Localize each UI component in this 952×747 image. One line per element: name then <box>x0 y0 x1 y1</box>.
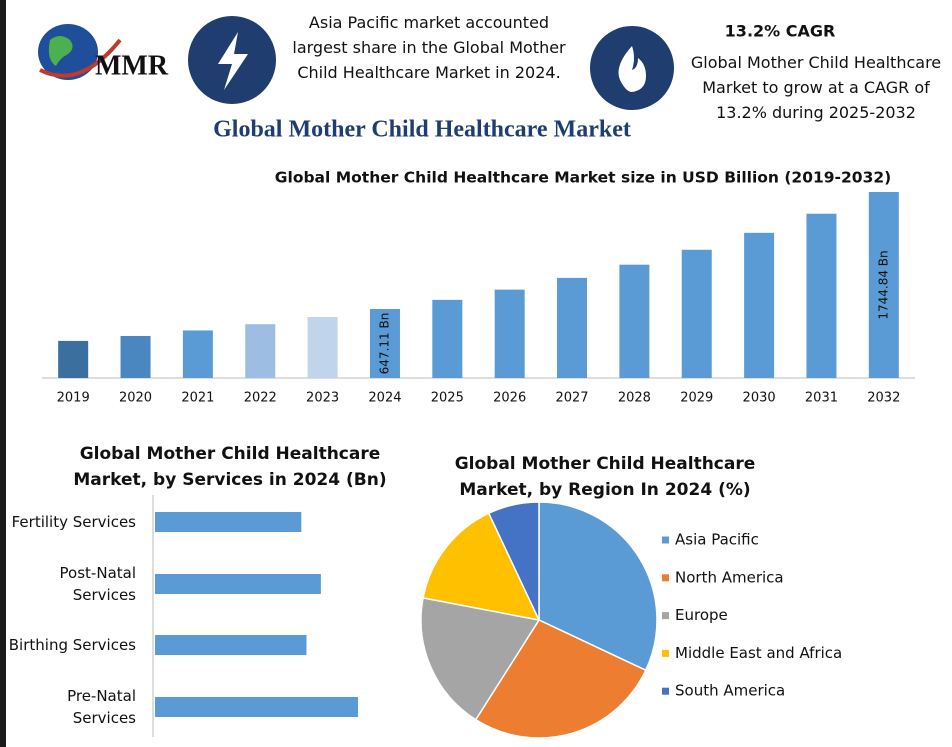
legend-label: Asia Pacific <box>675 531 759 549</box>
x-tick-label: 2027 <box>555 391 588 406</box>
bar <box>155 512 302 532</box>
y-tick-label: Birthing Services <box>8 636 136 654</box>
x-tick-label: 2021 <box>181 391 214 406</box>
lightning-bolt <box>218 32 248 90</box>
x-tick-label: 2020 <box>119 391 152 406</box>
bar <box>155 697 358 717</box>
highlight-text: Asia Pacific market accounted largest sh… <box>292 13 566 82</box>
bar <box>494 289 525 378</box>
pie-slice <box>422 512 541 622</box>
chart-title: Global Mother Child Healthcare Market si… <box>275 169 891 187</box>
bar <box>245 324 276 378</box>
chart-title: Global Mother Child Healthcare Market, b… <box>454 454 756 500</box>
x-tick-label: 2024 <box>368 391 401 406</box>
logo-swoosh <box>39 38 122 78</box>
bar <box>868 192 899 378</box>
bar <box>432 299 463 378</box>
bar <box>806 213 837 378</box>
flame <box>618 46 646 92</box>
x-tick-label: 2032 <box>867 391 900 406</box>
y-tick-label: Pre-Natal Services <box>67 687 136 727</box>
y-tick-label: Fertility Services <box>11 513 136 531</box>
x-tick-label: 2022 <box>244 391 277 406</box>
left-border <box>0 0 6 747</box>
bar <box>744 232 775 378</box>
bar <box>58 340 89 378</box>
y-tick-label: Post-Natal Services <box>59 564 136 604</box>
bar <box>155 635 307 655</box>
main-title: Global Mother Child Healthcare Market <box>213 117 631 143</box>
pie-slice <box>474 619 647 739</box>
bar <box>155 574 321 594</box>
x-tick-label: 2026 <box>493 391 526 406</box>
cagr-text: Global Mother Child Healthcare Market to… <box>690 53 942 122</box>
x-tick-label: 2029 <box>680 391 713 406</box>
bar <box>182 330 213 378</box>
x-tick-label: 2019 <box>57 391 90 406</box>
bar <box>369 309 400 378</box>
legend-swatch <box>662 574 669 582</box>
legend-swatch <box>662 649 669 657</box>
globe-land <box>48 36 73 66</box>
bar <box>557 277 588 378</box>
legend-swatch <box>662 612 669 620</box>
bar <box>619 264 650 378</box>
pie-slice <box>487 501 540 621</box>
logo: MMR <box>38 24 169 81</box>
x-tick-label: 2030 <box>743 391 776 406</box>
bar <box>120 335 151 378</box>
x-tick-label: 2031 <box>805 391 838 406</box>
data-label: 1744.84 Bn <box>876 250 890 319</box>
legend-label: Middle East and Africa <box>675 644 842 662</box>
legend-swatch <box>662 687 669 695</box>
legend-swatch <box>662 536 669 544</box>
pie-slice <box>538 501 658 672</box>
logo-text: MMR <box>95 50 169 81</box>
legend-label: Europe <box>675 606 728 624</box>
x-tick-label: 2023 <box>306 391 339 406</box>
bar <box>681 249 712 378</box>
x-tick-label: 2028 <box>618 391 651 406</box>
pie-slice <box>420 597 541 721</box>
data-label: 647.11 Bn <box>377 313 391 375</box>
legend-label: North America <box>675 568 784 586</box>
chart-title: Global Mother Child Healthcare Market, b… <box>73 444 387 490</box>
bar <box>307 317 338 378</box>
legend-label: South America <box>675 682 785 700</box>
cagr-title: 13.2% CAGR <box>725 22 836 41</box>
x-tick-label: 2025 <box>431 391 464 406</box>
